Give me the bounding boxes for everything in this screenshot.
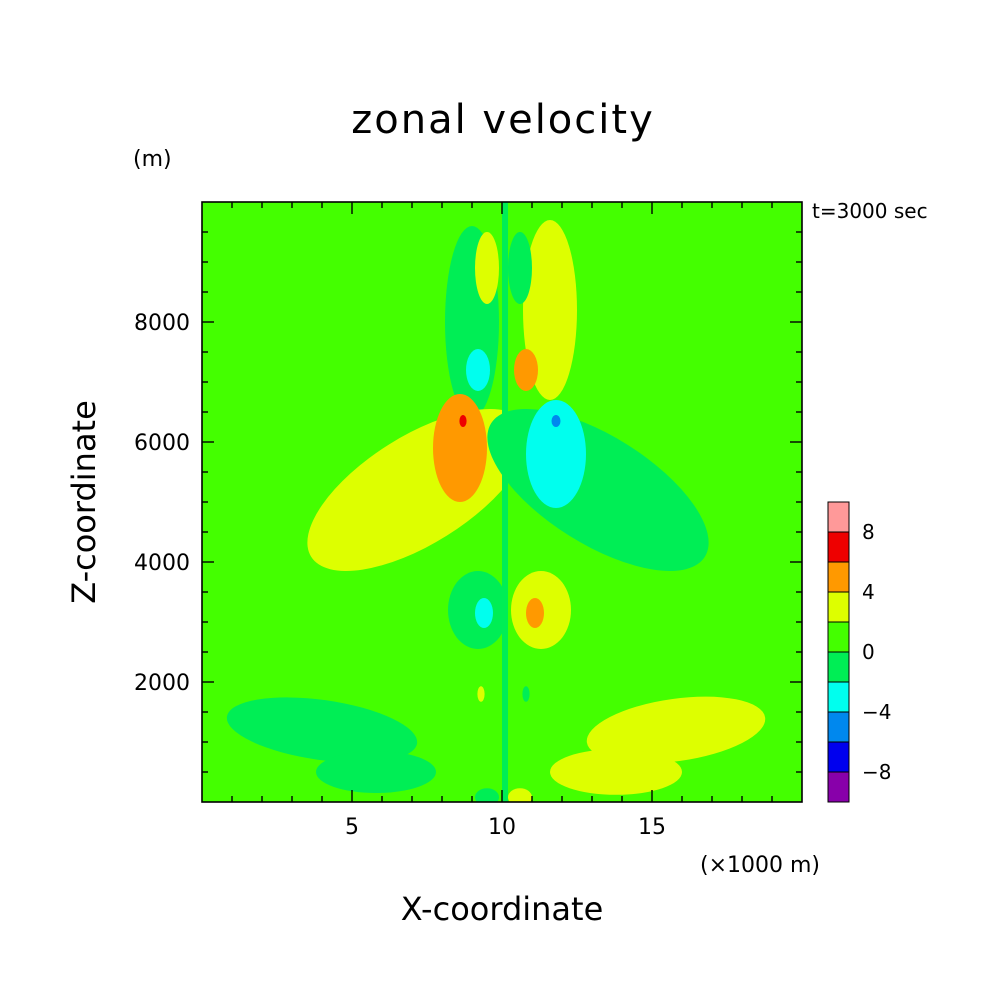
contour-small-yellow-dot <box>477 686 485 702</box>
contour-small-cyan-dot <box>522 686 530 702</box>
colorbar-segment <box>827 531 850 563</box>
colorbar-segment <box>827 561 850 593</box>
contour-bottom-right-yellow <box>586 696 766 764</box>
contour-mid-right-orange <box>514 349 538 391</box>
contour-bottom-center-cyan <box>475 788 499 802</box>
contour-bottom-left-cyan <box>226 697 418 763</box>
contour-bottom-right-yellow-tail <box>550 749 682 795</box>
y-tick-label: 6000 <box>134 431 190 456</box>
contour-right-darkblue-spot <box>551 415 561 427</box>
time-stamp: t=3000 sec <box>812 199 928 223</box>
x-axis-title: X-coordinate <box>401 890 604 928</box>
x-tick-label: 5 <box>345 815 359 840</box>
contour-upper-right-yellow-lobe <box>523 220 577 400</box>
x-unit-label: (×1000 m) <box>700 853 820 878</box>
contour-plot-area <box>202 202 802 802</box>
contour-left-orange-core <box>433 394 487 502</box>
contour-left-red-spot <box>459 415 467 427</box>
colorbar-tick-label: −8 <box>862 760 891 784</box>
y-axis-title: Z-coordinate <box>65 400 103 604</box>
contour-lower-left-blue <box>475 598 493 628</box>
y-unit-label: (m) <box>133 147 172 172</box>
contour-right-blue-core <box>526 400 586 508</box>
major-ticks <box>202 202 802 802</box>
contour-mid-left-blue <box>466 349 490 391</box>
colorbar-tick-label: −4 <box>862 700 891 724</box>
colorbar-tick-label: 0 <box>862 640 875 664</box>
center-strip <box>502 202 508 802</box>
colorbar-segment <box>827 651 850 683</box>
colorbar-segment <box>827 741 850 773</box>
colorbar-segment <box>827 621 850 653</box>
colorbar-segment <box>827 591 850 623</box>
x-tick-label: 10 <box>488 815 516 840</box>
y-tick-label: 8000 <box>134 311 190 336</box>
contour-bottom-left-cyan-tail <box>316 751 436 793</box>
colorbar: −8 −4 0 4 8 <box>827 501 891 803</box>
colorbar-segment <box>827 501 850 533</box>
y-tick-label: 2000 <box>134 671 190 696</box>
contour-top-center-cyan <box>508 232 532 304</box>
chart-title: zonal velocity <box>351 97 655 143</box>
tick-labels: 5 10 15 2000 4000 6000 8000 <box>134 311 666 840</box>
y-tick-label: 4000 <box>134 551 190 576</box>
x-tick-label: 15 <box>638 815 666 840</box>
colorbar-tick-label: 8 <box>862 520 875 544</box>
minor-ticks <box>202 202 802 802</box>
contour-lower-right-orange <box>526 598 544 628</box>
colorbar-segment <box>827 711 850 743</box>
contour-top-center-yellow <box>475 232 499 304</box>
contour-bottom-center-yellow <box>508 788 532 802</box>
colorbar-segment <box>827 771 850 803</box>
colorbar-segment <box>827 681 850 713</box>
contour-features <box>226 220 766 802</box>
colorbar-tick-label: 4 <box>862 580 875 604</box>
